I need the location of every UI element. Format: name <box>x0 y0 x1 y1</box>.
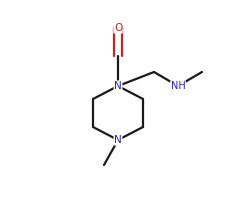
Text: N: N <box>114 135 122 145</box>
Text: NH: NH <box>171 81 185 91</box>
Text: N: N <box>114 81 122 91</box>
Text: O: O <box>114 23 122 33</box>
